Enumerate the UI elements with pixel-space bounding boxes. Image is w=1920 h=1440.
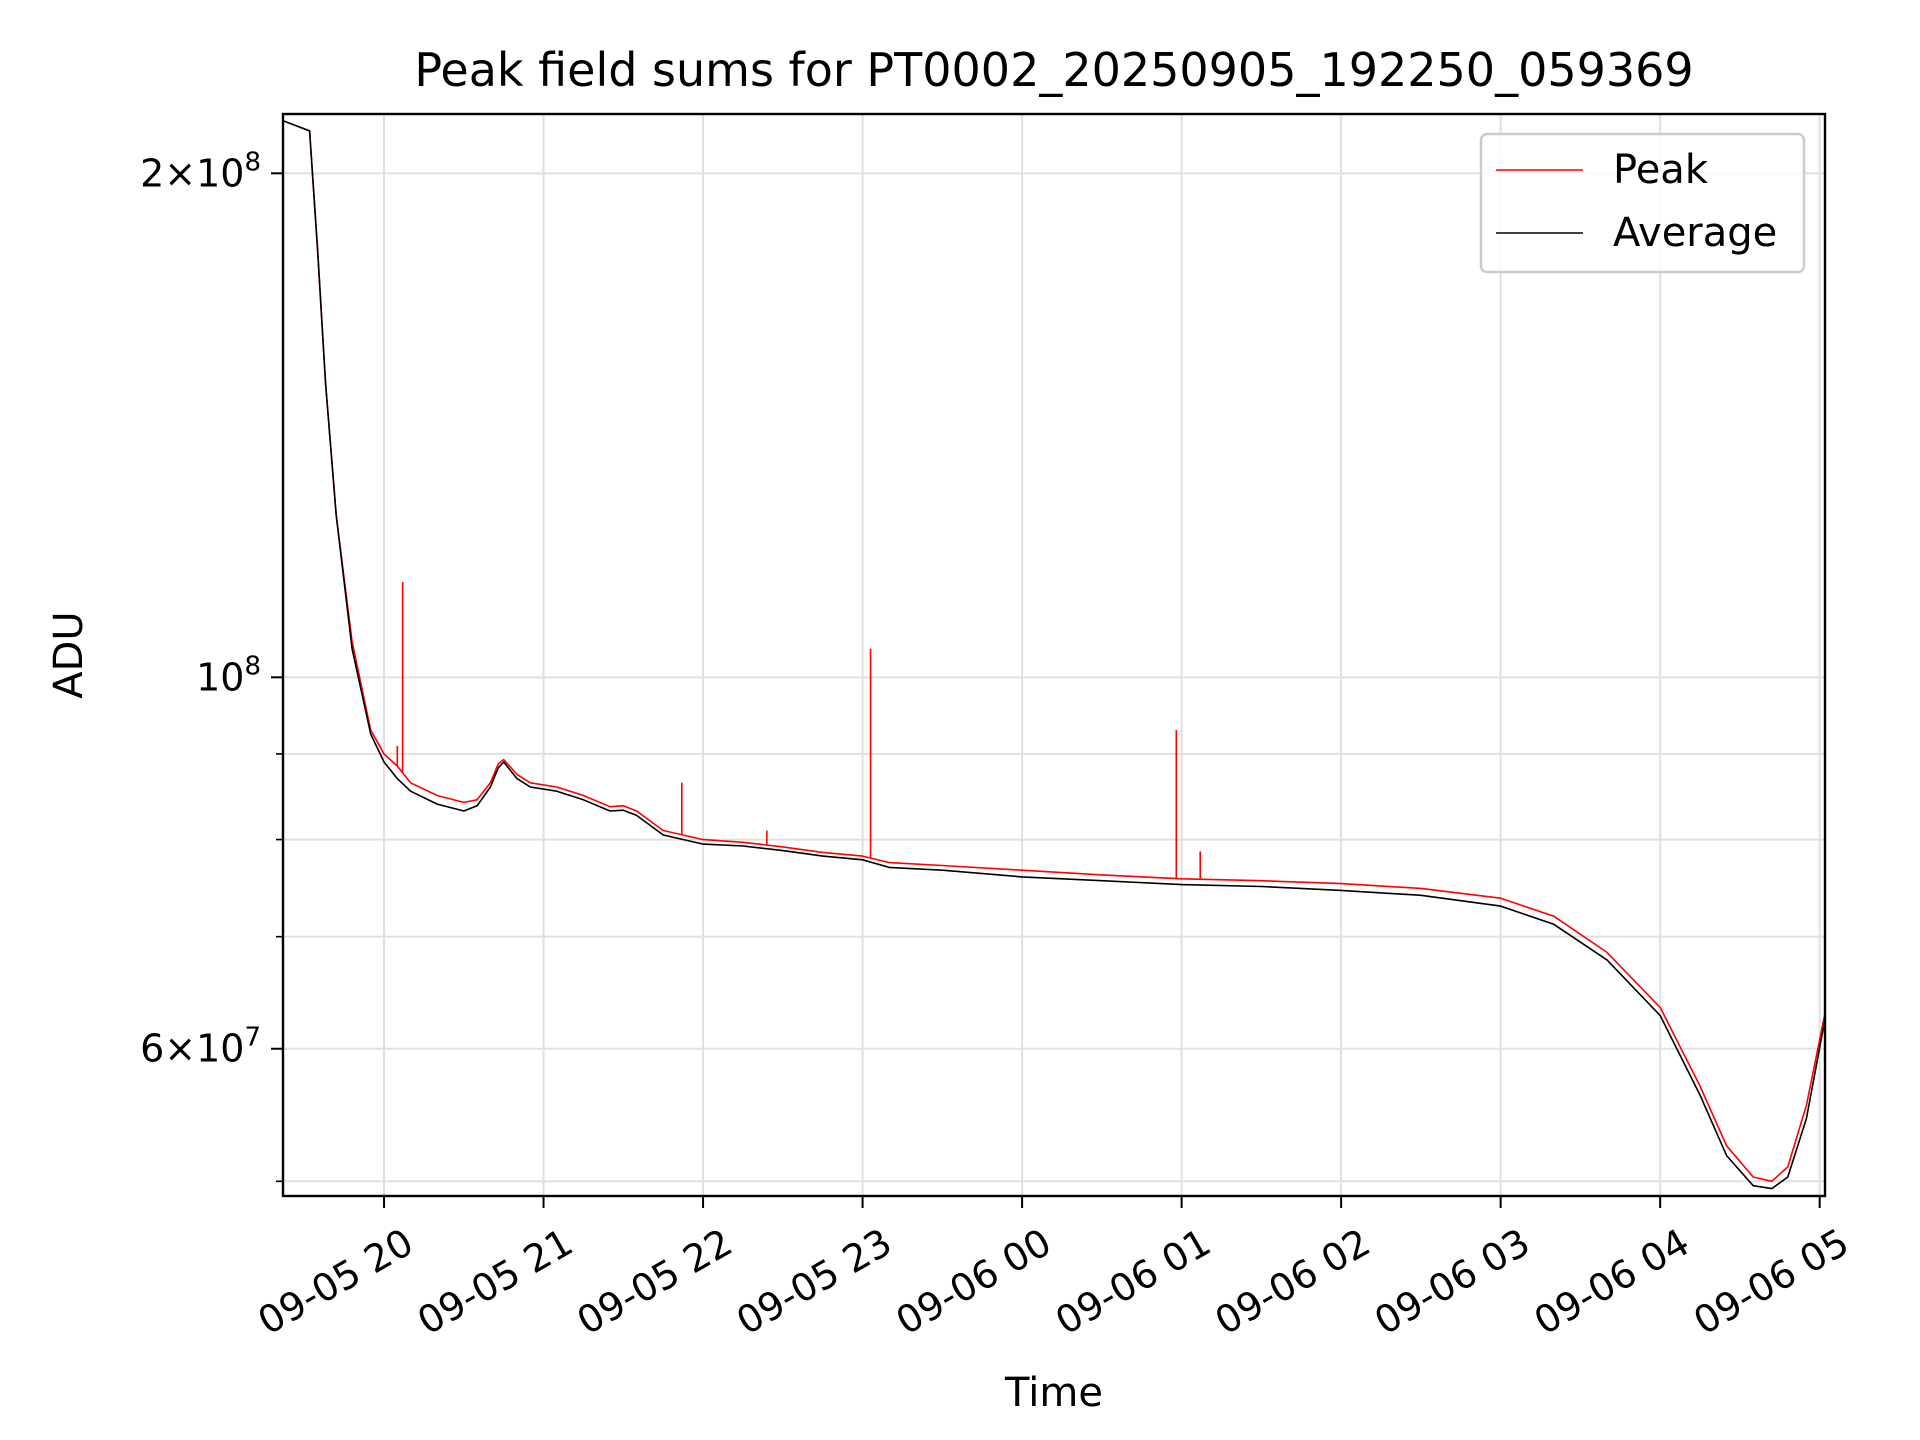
- chart-title: Peak field sums for PT0002_20250905_1922…: [414, 43, 1693, 97]
- y-axis: 6×107 108 2×108: [140, 147, 283, 1183]
- grid: [283, 114, 1825, 1196]
- legend-label-peak: Peak: [1613, 147, 1709, 193]
- y-tick-label: 108: [196, 651, 261, 699]
- x-axis-label: Time: [1004, 1370, 1103, 1416]
- y-tick-label: 6×107: [140, 1023, 261, 1071]
- series-layer: [283, 119, 1825, 1190]
- plot-frame: [281, 112, 1827, 1198]
- legend: Peak Average: [1479, 132, 1806, 274]
- y-axis-label: ADU: [46, 611, 92, 698]
- plot-area: [283, 119, 1825, 1190]
- legend-label-average: Average: [1613, 210, 1777, 256]
- series-line-average: [283, 119, 1825, 1190]
- series-line-peak: [283, 119, 1825, 1183]
- legend-box: [1479, 132, 1806, 274]
- y-tick-label: 2×108: [140, 147, 261, 195]
